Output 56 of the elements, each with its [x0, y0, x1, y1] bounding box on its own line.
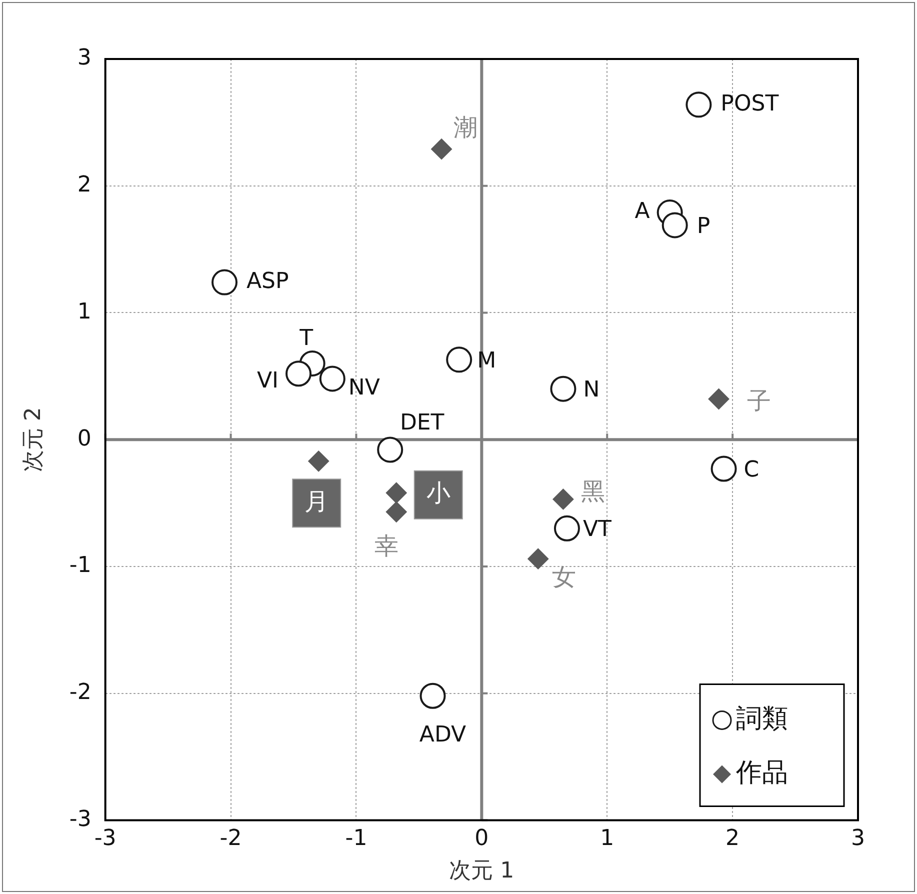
data-label: 女 [552, 563, 576, 592]
legend-label: 作品 [735, 758, 788, 788]
data-label: N [583, 378, 600, 403]
data-label: 幸 [374, 532, 398, 560]
point [431, 138, 452, 160]
data-label: 子 [746, 387, 771, 416]
point [212, 269, 238, 296]
x-tick-label: 0 [474, 826, 489, 852]
x-tick-label: -1 [345, 826, 368, 852]
legend-label: 詞類 [736, 704, 788, 734]
data-label: DET [400, 410, 445, 436]
point [552, 488, 574, 510]
y-tick-label: 2 [77, 172, 92, 198]
y-tick-label: -1 [69, 553, 92, 578]
point [446, 346, 472, 373]
point [708, 388, 730, 410]
point [420, 682, 446, 709]
point [554, 515, 580, 542]
x-tick-label: 2 [726, 826, 740, 852]
x-tick-label: -3 [94, 826, 116, 852]
point [528, 548, 549, 570]
data-label: 小 [426, 479, 450, 508]
data-label: 月 [304, 487, 329, 516]
y-tick-label: 1 [77, 299, 92, 324]
point [308, 450, 330, 472]
data-label: P [696, 214, 710, 239]
y-tick-label: 3 [77, 46, 92, 71]
x-axis-title: 次元 1 [449, 858, 514, 884]
point [386, 482, 407, 504]
data-label: NV [348, 375, 380, 400]
data-label: ADV [419, 722, 466, 748]
data-label: 黑 [581, 477, 606, 506]
point [377, 436, 404, 463]
point [710, 456, 737, 482]
data-label: 潮 [454, 113, 478, 142]
x-tick-label: 1 [600, 826, 614, 852]
point [686, 92, 712, 118]
data-label: M [477, 348, 496, 374]
data-label: POST [720, 91, 780, 116]
point [662, 212, 688, 238]
data-label: ASP [246, 269, 289, 294]
point [286, 360, 312, 387]
y-tick-label: 0 [77, 426, 92, 452]
data-label: VT [582, 517, 612, 542]
x-tick-label: 3 [851, 826, 865, 852]
y-tick-label: -3 [69, 806, 92, 832]
y-axis-title: 次元 2 [20, 407, 46, 472]
data-label: VI [256, 368, 279, 394]
data-label: C [744, 458, 760, 482]
x-tick-label: -2 [220, 826, 242, 852]
data-label: A [634, 199, 650, 224]
point [386, 501, 407, 522]
data-label: T [298, 326, 314, 352]
point [550, 376, 576, 402]
point [319, 366, 346, 392]
y-tick-label: -2 [69, 680, 92, 706]
